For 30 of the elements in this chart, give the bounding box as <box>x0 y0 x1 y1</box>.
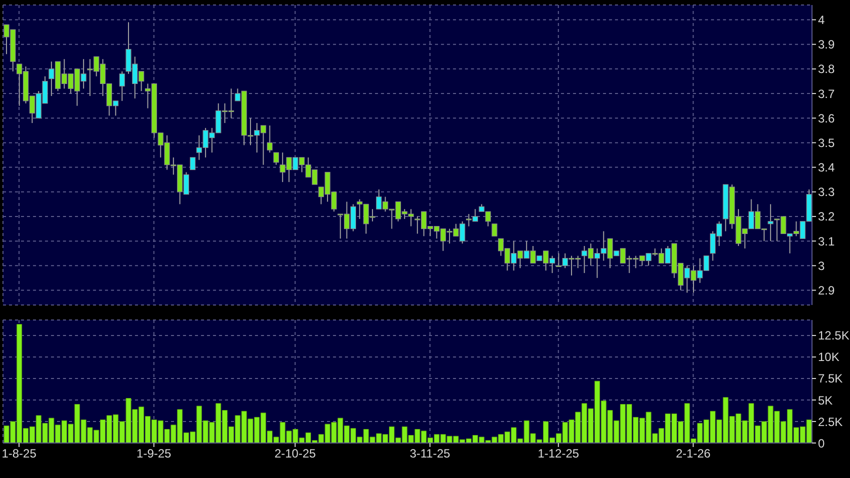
candlestick <box>768 204 774 242</box>
y-tick-label: 2.9 <box>818 284 836 298</box>
y-tick-label: 3.9 <box>818 38 836 52</box>
y-tick-label: 3 <box>818 258 825 273</box>
y-tick-label: 3.8 <box>818 62 836 76</box>
x-tick-label: 1-12-25 <box>538 446 580 461</box>
x-tick-label: 1-8-25 <box>2 446 37 461</box>
candlestick <box>190 157 196 170</box>
y-tick-label: 3.4 <box>818 160 836 175</box>
y-tick-label: 3.6 <box>818 111 836 126</box>
x-tick-label: 2-10-25 <box>274 446 316 461</box>
candlestick <box>266 124 273 154</box>
x-tick-label: 1-9-25 <box>136 446 172 461</box>
y-tick-label: 3.3 <box>818 185 836 200</box>
x-tick-label: 3-11-25 <box>410 446 451 461</box>
y-tick-label: 7.5K <box>818 372 843 386</box>
x-tick-label: 2-1-26 <box>676 446 711 461</box>
y-tick-label: 10K <box>818 350 840 364</box>
y-tick-label: 0 <box>818 436 825 450</box>
candlestick <box>492 224 498 236</box>
candlestick <box>273 152 279 166</box>
candlestick <box>119 70 125 102</box>
y-tick-label: 2.5K <box>818 414 843 429</box>
y-tick-label: 12.5K <box>818 328 850 343</box>
y-tick-label: 3.1 <box>818 234 836 248</box>
y-tick-label: 4 <box>818 13 825 28</box>
y-tick-label: 3.7 <box>818 86 836 101</box>
y-tick-label: 5K <box>818 393 833 408</box>
y-tick-label: 3.5 <box>818 136 836 150</box>
y-tick-label: 3.2 <box>818 210 836 224</box>
